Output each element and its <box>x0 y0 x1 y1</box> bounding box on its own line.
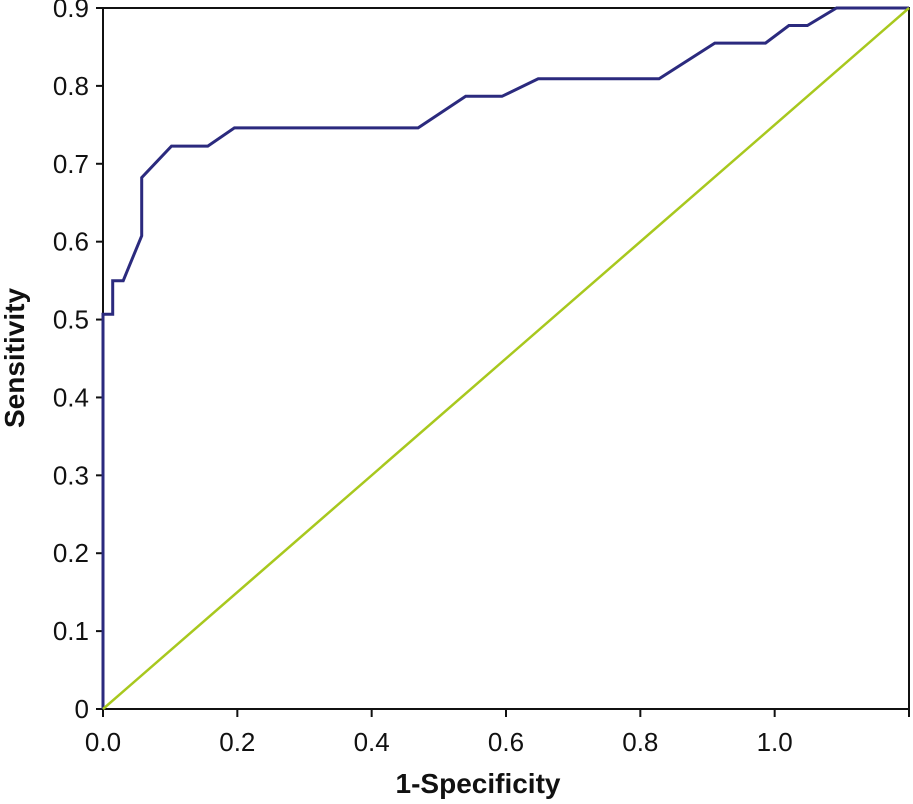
y-tick-label: 0.3 <box>53 460 89 490</box>
y-tick-label: 0.6 <box>53 227 89 257</box>
roc-curve-line <box>101 6 909 709</box>
y-tick-label: 0.9 <box>53 0 89 23</box>
y-tick-label: 0.7 <box>53 149 89 179</box>
y-tick-label: 0.5 <box>53 305 89 335</box>
x-tick-label: 0.6 <box>488 727 524 757</box>
y-tick-label: 0.1 <box>53 616 89 646</box>
y-tick-label: 0 <box>75 694 89 724</box>
x-axis-ticks: 0.0 0.2 0.4 0.6 0.8 1.0 <box>85 709 910 757</box>
y-tick-label: 0.8 <box>53 71 89 101</box>
y-axis-ticks: 0 0.1 0.2 0.3 0.4 0.5 0.6 0.7 0.8 0.9 <box>53 0 103 724</box>
x-tick-label: 0.8 <box>622 727 658 757</box>
y-axis-title: Sensitivity <box>0 288 30 428</box>
reference-diagonal-line <box>102 7 910 710</box>
x-tick-label: 0.4 <box>354 727 390 757</box>
x-tick-label: 0.2 <box>219 727 255 757</box>
y-tick-label: 0.2 <box>53 538 89 568</box>
y-tick-label: 0.4 <box>53 382 89 412</box>
series-layer <box>101 6 910 710</box>
x-tick-label: 1.0 <box>757 727 793 757</box>
x-tick-label: 0.0 <box>85 727 121 757</box>
x-axis-title: 1-Specificity <box>396 768 561 799</box>
